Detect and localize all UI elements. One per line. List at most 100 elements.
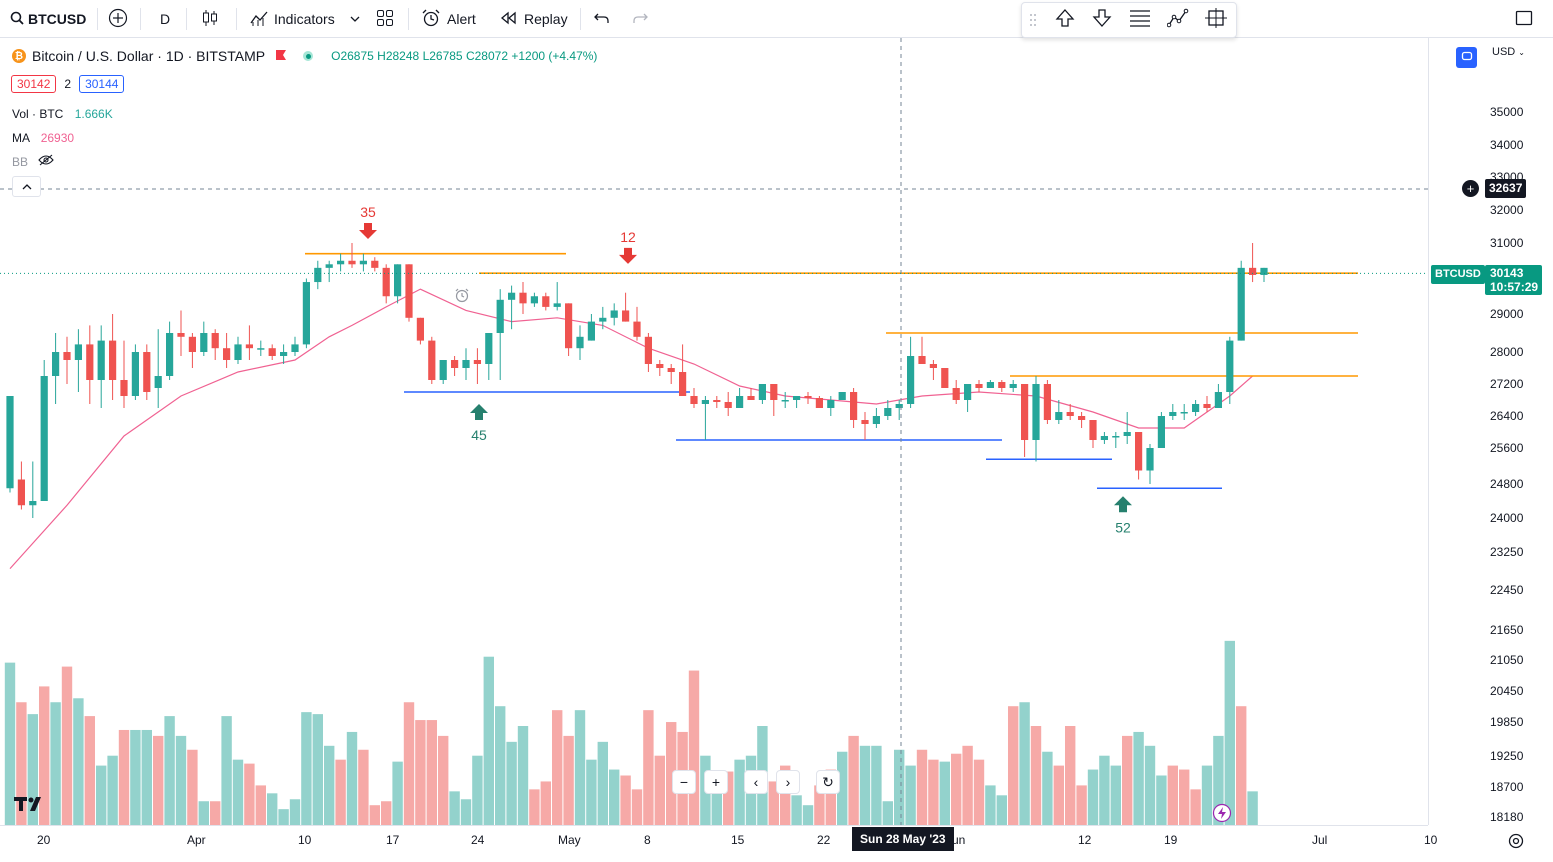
ma-legend[interactable]: MA 26930 bbox=[12, 131, 74, 145]
volume-bar bbox=[574, 710, 586, 825]
crosshair-plus-button[interactable]: + bbox=[1462, 180, 1479, 197]
arrow-down-marker-button[interactable] bbox=[1089, 8, 1115, 32]
volume-bar bbox=[438, 735, 449, 825]
flag-icon[interactable] bbox=[275, 49, 287, 64]
candle-body bbox=[724, 402, 732, 408]
chart-settings-button[interactable] bbox=[1507, 832, 1525, 855]
volume-bar bbox=[1030, 726, 1042, 825]
volume-bar bbox=[381, 801, 392, 825]
symbol-search[interactable]: BTCUSD bbox=[10, 0, 86, 38]
undo-button[interactable] bbox=[594, 0, 610, 38]
marker-label: 45 bbox=[471, 427, 487, 443]
candle-body bbox=[74, 344, 82, 360]
lightning-icon[interactable] bbox=[1212, 803, 1232, 828]
auto-scale-button[interactable] bbox=[1456, 47, 1477, 68]
volume-bar bbox=[962, 745, 973, 825]
interval-button[interactable]: D bbox=[160, 11, 171, 27]
templates-button[interactable] bbox=[376, 0, 394, 38]
candle-body bbox=[679, 372, 687, 396]
volume-bar bbox=[529, 789, 540, 825]
volume-bar bbox=[289, 799, 301, 825]
symbol-title[interactable]: Bitcoin / U.S. Dollar · 1D · BITSTAMP bbox=[32, 48, 266, 64]
alarm-clock-icon[interactable] bbox=[454, 287, 470, 308]
volume-bar bbox=[802, 805, 814, 825]
tradingview-logo[interactable] bbox=[14, 795, 46, 818]
market-status-icon[interactable] bbox=[303, 51, 314, 61]
volume-bar bbox=[495, 706, 506, 825]
eye-crossed-icon[interactable] bbox=[38, 154, 54, 169]
volume-bar bbox=[1099, 755, 1110, 825]
compare-button[interactable] bbox=[108, 0, 128, 38]
price-tick-label: 27200 bbox=[1490, 377, 1524, 391]
rewind-icon bbox=[500, 11, 518, 28]
time-axis[interactable] bbox=[0, 825, 1428, 862]
buy-price-button[interactable]: 30144 bbox=[79, 75, 125, 93]
reset-chart-button[interactable]: ↻ bbox=[816, 770, 840, 794]
volume-bar bbox=[597, 741, 608, 825]
candle-body bbox=[166, 333, 174, 376]
signal-markers: 35 12 45 52 bbox=[359, 204, 1132, 535]
bb-legend[interactable]: BB bbox=[12, 154, 54, 169]
candle-body bbox=[781, 400, 789, 402]
zoom-out-button[interactable]: − bbox=[672, 770, 696, 794]
candle-body bbox=[599, 317, 607, 322]
plus-icon: + bbox=[1466, 181, 1475, 196]
time-tick-label: 10 bbox=[298, 833, 312, 847]
volume-bars bbox=[4, 640, 1258, 825]
currency-selector[interactable]: USD ⌄ bbox=[1492, 46, 1525, 58]
candle-body bbox=[918, 356, 926, 364]
fullscreen-button[interactable] bbox=[1515, 0, 1533, 38]
candle-body bbox=[701, 400, 709, 404]
candle-body bbox=[667, 368, 675, 372]
top-toolbar: BTCUSD D Indicators Alert bbox=[0, 0, 1553, 38]
measure-tool-button[interactable] bbox=[1203, 7, 1229, 32]
collapse-legend-button[interactable] bbox=[12, 176, 41, 197]
volume-bar bbox=[666, 722, 677, 825]
volume-legend[interactable]: Vol · BTC 1.666K bbox=[12, 107, 113, 121]
arrow-down-marker bbox=[359, 223, 377, 239]
indicators-dropdown[interactable] bbox=[350, 0, 360, 38]
divider bbox=[97, 8, 98, 30]
scroll-right-button[interactable]: › bbox=[776, 770, 800, 794]
indicators-icon bbox=[250, 9, 268, 30]
lines-tool-button[interactable] bbox=[1127, 8, 1153, 32]
drag-handle[interactable] bbox=[1024, 8, 1042, 32]
sell-price-button[interactable]: 30142 bbox=[11, 75, 57, 93]
pattern-tool-button[interactable] bbox=[1165, 8, 1191, 32]
candle-body bbox=[713, 400, 721, 402]
scroll-left-button[interactable]: ‹ bbox=[744, 770, 768, 794]
plus-icon: + bbox=[711, 774, 721, 790]
candle-body bbox=[234, 344, 242, 360]
indicators-button[interactable]: Indicators bbox=[250, 0, 335, 38]
time-tick-label: 12 bbox=[1078, 833, 1092, 847]
candle-body bbox=[1260, 267, 1268, 275]
marker-label: 12 bbox=[620, 229, 636, 245]
volume-bar bbox=[175, 735, 187, 825]
volume-bar bbox=[791, 795, 802, 825]
moving-average bbox=[9, 288, 1253, 570]
ohlc-values: O26875 H28248 L26785 C28072 +1200 (+4.47… bbox=[331, 49, 597, 63]
candle-body bbox=[1203, 404, 1211, 408]
price-axis[interactable] bbox=[1428, 38, 1553, 825]
candle-body bbox=[998, 382, 1006, 388]
chart-type-button[interactable] bbox=[201, 0, 219, 38]
volume-bar bbox=[973, 759, 985, 825]
candle-body bbox=[622, 310, 630, 322]
arrow-up-marker-button[interactable] bbox=[1052, 8, 1078, 32]
volume-bar bbox=[118, 729, 130, 825]
redo-button[interactable] bbox=[632, 0, 648, 38]
plus-circle-icon bbox=[108, 8, 128, 31]
zoom-in-button[interactable]: + bbox=[704, 770, 728, 794]
price-chart[interactable]: 35 12 45 52 bbox=[0, 38, 1553, 861]
candle-body bbox=[895, 404, 903, 408]
candle-body bbox=[1112, 436, 1120, 438]
alert-button[interactable]: Alert bbox=[421, 0, 476, 38]
time-tick-label: May bbox=[558, 833, 581, 847]
volume-bar bbox=[232, 759, 244, 825]
candle-body bbox=[1100, 436, 1108, 440]
chevron-right-icon: › bbox=[785, 774, 791, 790]
replay-button[interactable]: Replay bbox=[500, 0, 568, 38]
candle-body bbox=[462, 360, 470, 368]
minus-icon: − bbox=[679, 774, 689, 790]
candle-body bbox=[200, 333, 208, 352]
